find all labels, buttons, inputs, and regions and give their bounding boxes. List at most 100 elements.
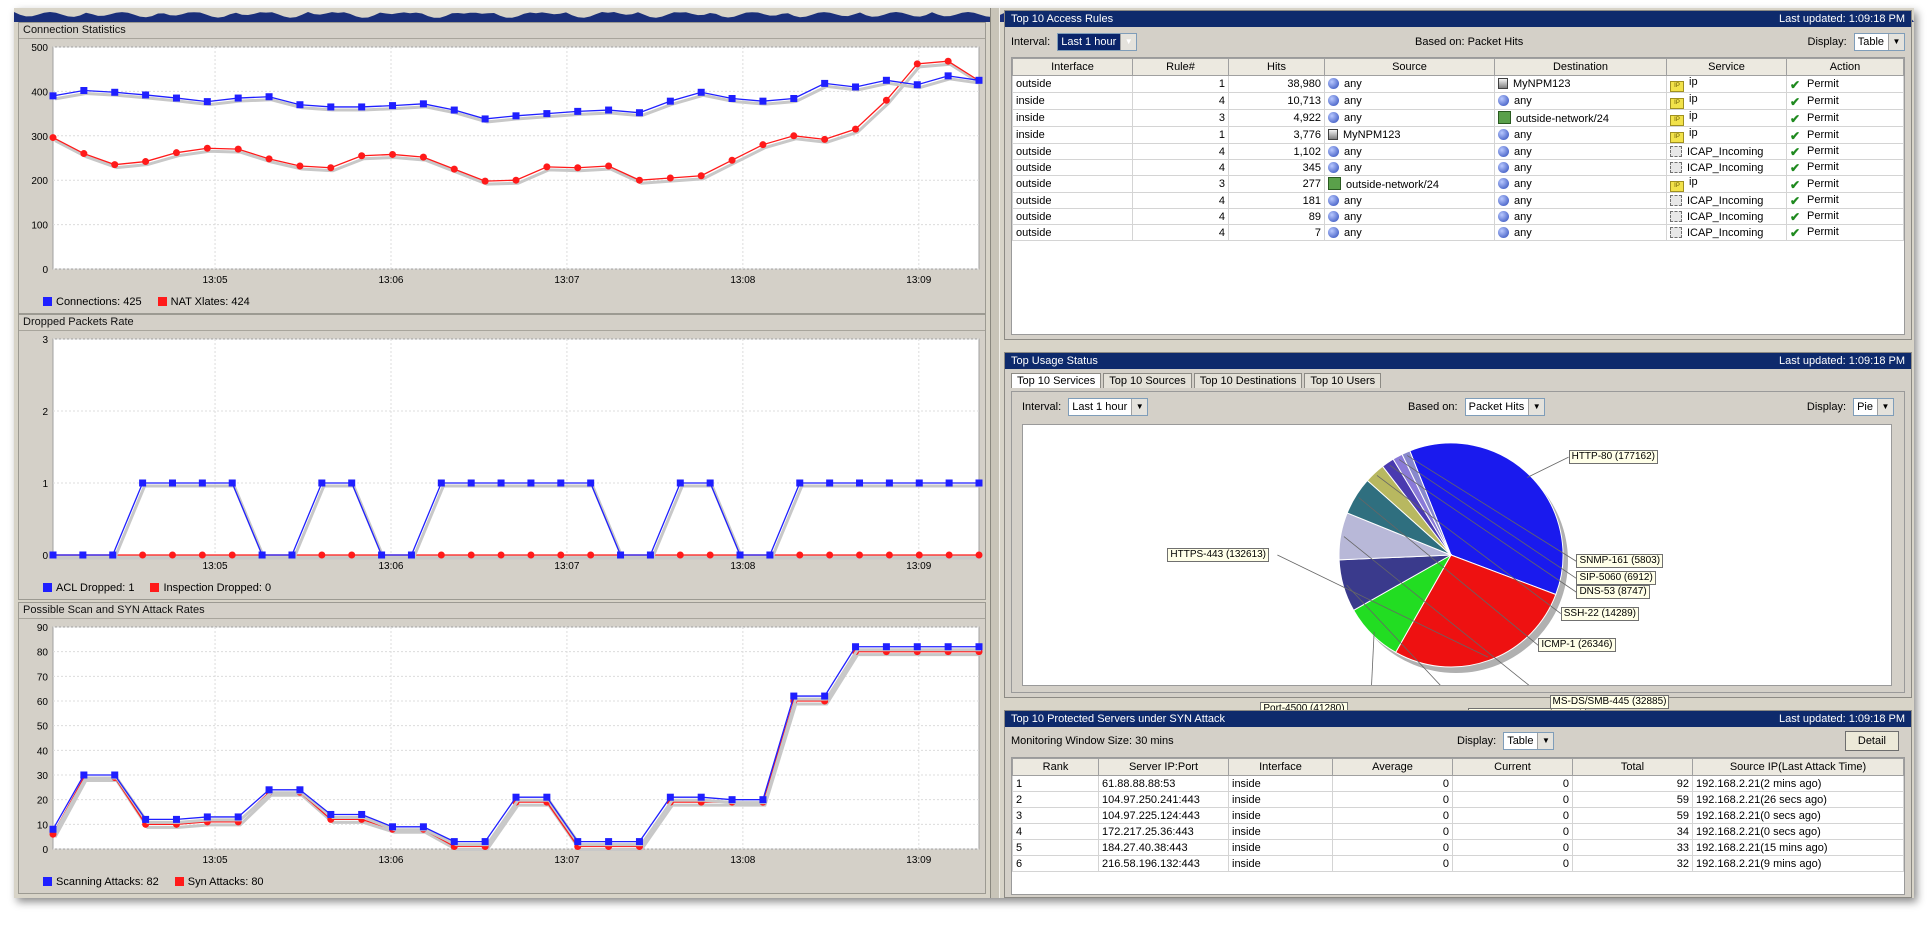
pie-label-leader (1277, 554, 1489, 658)
pie-slice[interactable] (1394, 554, 1557, 668)
usage-interval-select[interactable]: Last 1 hour ▼ (1068, 398, 1149, 416)
table-cell: 1 (1132, 126, 1229, 144)
table-row[interactable]: 4 172.217.25.36:443 inside 0 0 34 192.168.2.21… (1012, 823, 1904, 840)
syn-col-header[interactable]: Rank (1012, 758, 1099, 776)
syn-col-header[interactable]: Source IP(Last Attack Time) (1692, 758, 1904, 776)
table-cell: 1 (1132, 75, 1229, 93)
panel-splitter[interactable] (990, 8, 1000, 898)
usage-display-select[interactable]: Pie ▼ (1853, 398, 1894, 416)
syn-col-header[interactable]: Server IP:Port (1098, 758, 1229, 776)
scan-point (759, 796, 767, 804)
conn-point (852, 83, 860, 91)
table-row[interactable]: outside 3 277 outside-network/24 any IP ip ✔ Per… (1012, 175, 1904, 193)
host-icon (1328, 129, 1338, 140)
table-cell: 34 (1572, 823, 1693, 840)
table-cell: 192.168.2.21(26 secs ago) (1692, 791, 1904, 808)
syn-display-select[interactable]: Table ▼ (1503, 732, 1555, 750)
connection-statistics-title: Connection Statistics (19, 23, 985, 39)
table-cell: inside (1012, 126, 1133, 144)
table-row[interactable]: outside 4 181 any any ICAP_Incoming ✔ Permit (1012, 192, 1904, 209)
conn-point (481, 177, 489, 185)
table-row[interactable]: inside 1 3,776 MyNPM123 any IP ip ✔ Permit (1012, 126, 1904, 144)
table-cell: 0 (1332, 791, 1453, 808)
table-row[interactable]: 3 104.97.225.124:443 inside 0 0 59 192.168.2.2… (1012, 807, 1904, 824)
usage-based-on-label: Based on: (1408, 401, 1458, 413)
table-row[interactable]: outside 4 7 any any ICAP_Incoming ✔ Permit (1012, 224, 1904, 241)
table-cell: inside (1228, 839, 1333, 856)
table-row[interactable]: 5 184.27.40.38:443 inside 0 0 33 192.168.2.21(… (1012, 839, 1904, 856)
globe-icon (1328, 194, 1339, 206)
conn-point (142, 91, 150, 99)
usage-interval-label: Interval: (1022, 401, 1062, 413)
conn-ytick: 0 (42, 265, 48, 276)
access-col-header[interactable]: Interface (1012, 58, 1133, 76)
check-icon: ✔ (1790, 145, 1801, 159)
pie-slice[interactable] (1401, 450, 1452, 556)
drop-point (318, 479, 326, 487)
table-cell: inside (1228, 855, 1333, 872)
conn-point (234, 94, 242, 102)
scan-point (635, 838, 643, 846)
conn-point (419, 100, 427, 108)
table-row[interactable]: 6 216.58.196.132:443 inside 0 0 32 192.168.2.2… (1012, 855, 1904, 872)
tab-top-10-sources[interactable]: Top 10 Sources (1103, 373, 1192, 388)
table-cell: outside (1012, 175, 1133, 193)
scan-point (574, 838, 582, 846)
access-col-header[interactable]: Service (1666, 58, 1787, 76)
table-row[interactable]: outside 4 1,102 any any ICAP_Incoming ✔ Permit (1012, 143, 1904, 160)
tab-top-10-services[interactable]: Top 10 Services (1011, 373, 1102, 388)
syn-col-header[interactable]: Average (1332, 758, 1453, 776)
table-row[interactable]: inside 3 4,922 any outside-network/24 IP ip ✔ Pe… (1012, 109, 1904, 127)
table-row[interactable]: outside 4 345 any any ICAP_Incoming ✔ Permit (1012, 159, 1904, 176)
detail-button[interactable]: Detail (1844, 731, 1899, 751)
usage-based-on-select[interactable]: Packet Hits ▼ (1464, 398, 1546, 416)
drop-ytick: 3 (42, 335, 48, 346)
access-col-header[interactable]: Source (1324, 58, 1495, 76)
table-cell: 277 (1228, 175, 1325, 193)
syn-col-header[interactable]: Interface (1228, 758, 1333, 776)
scan-syn-panel: Possible Scan and SYN Attack Rates 90 80 7… (18, 602, 986, 894)
conn-point (296, 162, 304, 170)
scan-point (605, 838, 613, 846)
access-col-header[interactable]: Action (1786, 58, 1904, 76)
conn-xtick: 13:09 (906, 275, 931, 286)
usage-display-label: Display: (1806, 401, 1847, 413)
check-icon: ✔ (1790, 128, 1801, 143)
table-cell: any (1324, 192, 1495, 209)
access-col-header[interactable]: Hits (1228, 58, 1325, 76)
table-cell: 345 (1228, 159, 1325, 176)
table-cell: any (1324, 143, 1495, 160)
table-cell: 216.58.196.132:443 (1098, 855, 1229, 872)
table-row[interactable]: outside 1 38,980 any MyNPM123 IP ip ✔ Permit (1012, 75, 1904, 93)
syn-servers-panel: Top 10 Protected Servers under SYN Attac… (1004, 710, 1912, 898)
legend-syn-attacks: Syn Attacks: 80 (174, 875, 264, 889)
table-row[interactable]: 1 61.88.88.88:53 inside 0 0 92 192.168.2.21(2 … (1012, 775, 1904, 792)
access-display-select[interactable]: Table ▼ (1853, 33, 1905, 51)
table-cell: outside (1012, 75, 1133, 93)
syn-col-header[interactable]: Current (1452, 758, 1573, 776)
table-row[interactable]: inside 4 10,713 any any IP ip ✔ Permit (1012, 92, 1904, 110)
access-col-header[interactable]: Rule# (1132, 58, 1229, 76)
tab-top-10-users[interactable]: Top 10 Users (1304, 373, 1382, 388)
table-row[interactable]: outside 4 89 any any ICAP_Incoming ✔ Permit (1012, 208, 1904, 225)
tab-top-10-destinations[interactable]: Top 10 Destinations (1193, 373, 1303, 388)
syn-col-header[interactable]: Total (1572, 758, 1693, 776)
drop-point (198, 551, 206, 559)
drop-point (168, 551, 176, 559)
scan-point (111, 771, 119, 779)
scan-point (234, 813, 242, 821)
table-row[interactable]: 2 104.97.250.241:443 inside 0 0 59 192.168.2.2… (1012, 791, 1904, 808)
ip-service-icon: IP (1670, 115, 1684, 126)
conn-point (419, 153, 427, 161)
scan-point (543, 793, 551, 801)
legend-acl-dropped: ACL Dropped: 1 (43, 581, 134, 595)
drop-xtick: 13:09 (906, 561, 931, 572)
conn-point (728, 95, 736, 103)
scan-point (327, 810, 335, 818)
pie-label-leader (1389, 464, 1577, 593)
table-cell: 32 (1572, 855, 1693, 872)
drop-point (945, 551, 953, 559)
conn-point (111, 88, 119, 96)
access-col-header[interactable]: Destination (1494, 58, 1667, 76)
access-interval-select[interactable]: Last 1 hour ▼ (1057, 33, 1138, 51)
